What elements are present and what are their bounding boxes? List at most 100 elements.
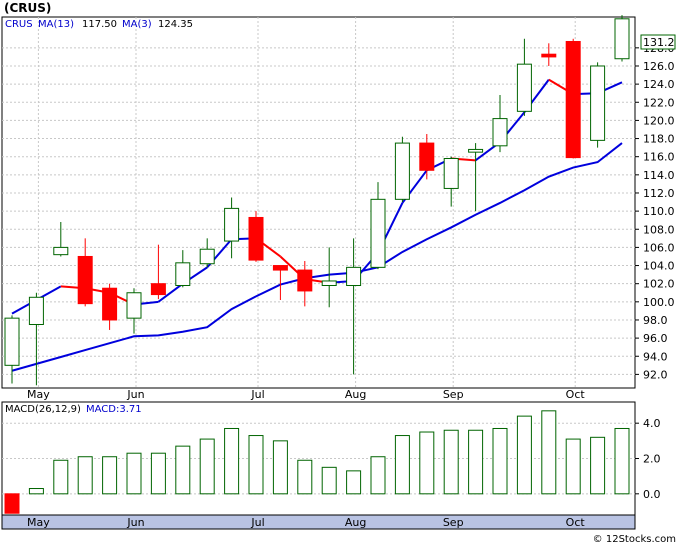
macd-bar bbox=[419, 431, 435, 495]
chart-title: (CRUS) bbox=[4, 1, 51, 15]
month-label: Aug bbox=[345, 388, 366, 401]
macd-bar bbox=[53, 459, 69, 495]
macd-bar bbox=[150, 452, 166, 495]
month-label: Oct bbox=[566, 516, 586, 529]
price-y-tick-label: 98.0 bbox=[643, 314, 668, 327]
price-y-tick-label: 92.0 bbox=[643, 368, 668, 381]
bottom-month-strip bbox=[1, 514, 636, 530]
candle-body bbox=[590, 65, 606, 141]
candle-body bbox=[4, 317, 20, 366]
month-label: Oct bbox=[566, 388, 586, 401]
last-price-box bbox=[640, 34, 676, 50]
macd-bar bbox=[492, 427, 508, 495]
macd-y-tick-label: 2.0 bbox=[643, 453, 661, 466]
legend-ma13-label: MA(13) bbox=[38, 19, 74, 30]
candle-body bbox=[492, 118, 508, 147]
macd-bar bbox=[590, 436, 606, 495]
macd-bar bbox=[102, 456, 118, 495]
macd-bar bbox=[28, 488, 44, 495]
macd-bar bbox=[224, 427, 240, 495]
candle-body bbox=[516, 63, 532, 112]
macd-legend-value: MACD:3.71 bbox=[86, 404, 142, 415]
candle-body bbox=[224, 207, 240, 242]
candle-body bbox=[248, 216, 264, 261]
candle-body bbox=[614, 18, 630, 60]
month-label: Jun bbox=[126, 388, 144, 401]
macd-legend-label: MACD(26,12,9) bbox=[5, 404, 81, 415]
ma13-series bbox=[11, 142, 623, 372]
price-y-tick-label: 120.0 bbox=[643, 114, 675, 127]
candle-body bbox=[77, 255, 93, 305]
month-label: Jul bbox=[250, 516, 264, 529]
price-y-tick-label: 102.0 bbox=[643, 278, 675, 291]
macd-bar bbox=[443, 429, 459, 495]
month-label: Sep bbox=[443, 388, 464, 401]
price-y-tick-label: 94.0 bbox=[643, 350, 668, 363]
price-y-tick-label: 126.0 bbox=[643, 60, 675, 73]
macd-bar bbox=[370, 456, 386, 495]
candle-body bbox=[272, 265, 288, 271]
price-y-tick-label: 100.0 bbox=[643, 296, 675, 309]
legend-ma3-label: MA(3) bbox=[122, 19, 152, 30]
macd-bar bbox=[297, 459, 313, 495]
macd-bar bbox=[77, 456, 93, 495]
macd-bar bbox=[394, 435, 410, 495]
macd-bar bbox=[199, 438, 215, 495]
candlestick-series bbox=[4, 15, 630, 386]
macd-bar bbox=[516, 415, 532, 495]
legend-ma3-value: 124.35 bbox=[158, 19, 193, 30]
candle-body bbox=[370, 198, 386, 268]
candle-body bbox=[419, 142, 435, 171]
last-price-label: 131.2 bbox=[643, 36, 675, 49]
candle-body bbox=[565, 40, 581, 159]
candle-body bbox=[150, 283, 166, 296]
candle-body bbox=[53, 246, 69, 256]
macd-y-axis: 0.0 2.0 4.0 bbox=[635, 417, 661, 501]
price-y-tick-label: 112.0 bbox=[643, 187, 675, 200]
candle-body bbox=[297, 269, 313, 292]
macd-y-tick-label: 4.0 bbox=[643, 417, 661, 430]
price-y-tick-label: 104.0 bbox=[643, 260, 675, 273]
month-label: Aug bbox=[345, 516, 366, 529]
candle-body bbox=[126, 292, 142, 319]
legend-ma13-value: 117.50 bbox=[82, 19, 117, 30]
candle-body bbox=[102, 287, 118, 321]
candle-body bbox=[28, 296, 44, 326]
macd-bar bbox=[248, 435, 264, 495]
candle-body bbox=[321, 280, 337, 286]
macd-bar bbox=[175, 445, 191, 495]
month-label: Jun bbox=[126, 516, 144, 529]
macd-x-axis: May Jun Jul Aug Sep Oct bbox=[27, 516, 585, 529]
macd-bar bbox=[126, 452, 142, 495]
candle-body bbox=[394, 142, 410, 200]
price-x-axis: May Jun Jul Aug Sep Oct bbox=[27, 388, 585, 401]
legend-symbol: CRUS bbox=[5, 19, 33, 30]
footer-credit: © 12Stocks.com bbox=[593, 534, 676, 545]
price-y-axis: 92.0 94.0 96.0 98.0 100.0 102.0 104.0 106.0 108.… bbox=[635, 42, 675, 381]
price-y-tick-label: 118.0 bbox=[643, 133, 675, 146]
macd-bar bbox=[468, 429, 484, 495]
macd-bar bbox=[4, 493, 20, 514]
macd-y-tick-label: 0.0 bbox=[643, 488, 661, 501]
macd-bar bbox=[346, 470, 362, 495]
macd-bar bbox=[565, 438, 581, 495]
price-y-tick-label: 108.0 bbox=[643, 223, 675, 236]
price-y-tick-label: 116.0 bbox=[643, 151, 675, 164]
ma3-segment bbox=[157, 282, 184, 303]
candle-body bbox=[175, 262, 191, 286]
month-label: May bbox=[27, 388, 50, 401]
month-label: Sep bbox=[443, 516, 464, 529]
macd-bar bbox=[541, 410, 557, 495]
price-y-tick-label: 96.0 bbox=[643, 332, 668, 345]
candle-body bbox=[443, 158, 459, 189]
macd-bar bbox=[614, 427, 630, 495]
month-label: Jul bbox=[250, 388, 264, 401]
price-y-tick-label: 124.0 bbox=[643, 78, 675, 91]
price-y-tick-label: 122.0 bbox=[643, 96, 675, 109]
macd-bar-series bbox=[4, 410, 630, 514]
price-y-tick-label: 110.0 bbox=[643, 205, 675, 218]
price-y-tick-label: 106.0 bbox=[643, 241, 675, 254]
candle-body bbox=[346, 266, 362, 286]
